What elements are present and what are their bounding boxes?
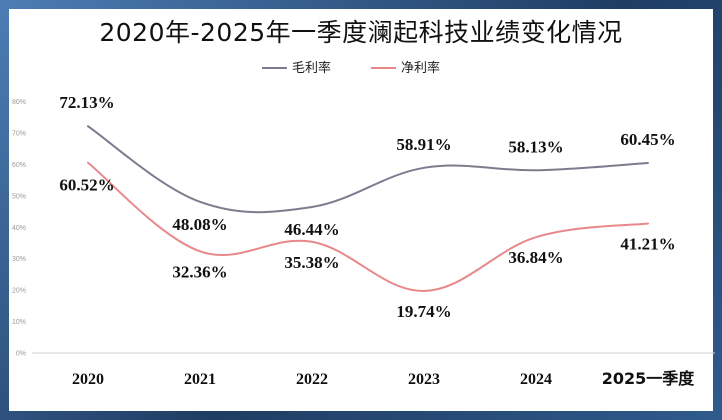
x-tick-label: 2023: [408, 371, 440, 388]
data-label-net-margin: 19.74%: [396, 302, 451, 321]
data-label-gross-margin: 58.91%: [396, 135, 451, 154]
x-tick-label: 2021: [184, 371, 216, 388]
y-tick-label: 70%: [12, 130, 26, 137]
y-tick-label: 50%: [12, 193, 26, 200]
y-tick-label: 10%: [12, 319, 26, 326]
data-label-net-margin: 32.36%: [172, 262, 227, 281]
data-label-gross-margin: 46.44%: [284, 220, 339, 239]
legend: 毛利率 净利率: [262, 60, 440, 76]
y-tick-label: 0%: [16, 351, 26, 358]
data-label-net-margin: 35.38%: [284, 253, 339, 272]
y-tick-label: 80%: [12, 99, 26, 106]
x-tick-label: 2025一季度: [602, 369, 696, 388]
data-label-net-margin: 60.52%: [59, 176, 114, 195]
legend-label-net-margin: 净利率: [401, 60, 440, 76]
data-label-gross-margin: 72.13%: [59, 93, 114, 112]
y-axis: 0% 10% 20% 30% 40% 50% 60% 70% 80%: [12, 99, 26, 358]
data-label-gross-margin: 58.13%: [508, 137, 563, 156]
y-tick-label: 60%: [12, 162, 26, 169]
series-lines: [87, 125, 649, 292]
series-line-net-margin: [87, 161, 649, 292]
x-tick-label: 2022: [296, 371, 328, 388]
series-line-gross-margin: [87, 125, 649, 214]
legend-label-gross-margin: 毛利率: [292, 60, 331, 76]
x-tick-label: 2020: [72, 371, 104, 388]
x-axis: 2020 2021 2022 2023 2024 2025一季度: [32, 352, 715, 388]
x-tick-label: 2024: [520, 371, 552, 388]
data-label-net-margin: 36.84%: [508, 248, 563, 267]
y-tick-label: 40%: [12, 225, 26, 232]
data-label-gross-margin: 48.08%: [172, 215, 227, 234]
data-labels: 72.13% 48.08% 46.44% 58.91% 58.13% 60.45% 60.5…: [59, 93, 675, 321]
data-label-net-margin: 41.21%: [620, 234, 675, 253]
y-tick-label: 30%: [12, 256, 26, 263]
chart-title: 2020年-2025年一季度澜起科技业绩变化情况: [99, 18, 622, 47]
data-label-gross-margin: 60.45%: [620, 130, 675, 149]
y-tick-label: 20%: [12, 288, 26, 295]
